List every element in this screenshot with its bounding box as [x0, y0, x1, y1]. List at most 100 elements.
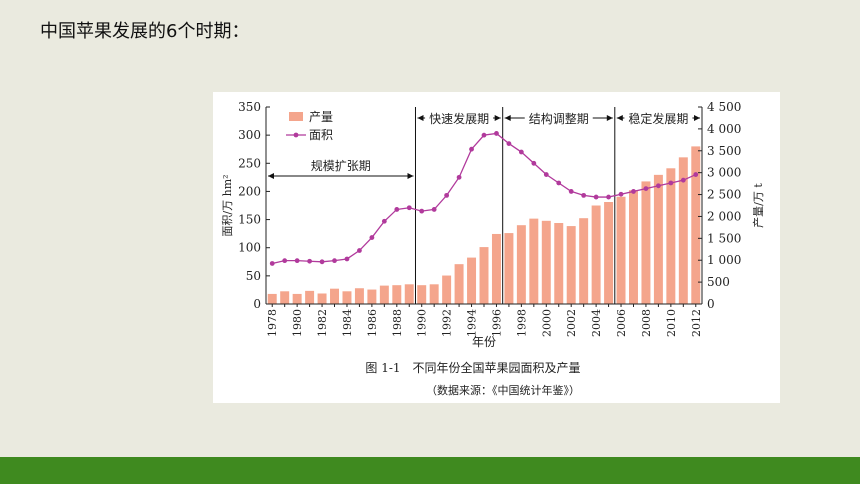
- right-tick-label-0: 0: [707, 297, 715, 311]
- bar-1982: [317, 293, 327, 304]
- bar-2002: [566, 226, 576, 304]
- x-tick-label-2006: 2006: [615, 309, 628, 337]
- chart-figure: 0 50 100 150 200 250 300 350 0 500 1 000 1 500 2 000…: [213, 92, 780, 403]
- area-point-2005: [606, 194, 611, 200]
- area-point-1980: [294, 258, 300, 264]
- bar-1988: [392, 285, 402, 304]
- bar-1987: [379, 285, 389, 304]
- area-point-2012: [693, 172, 699, 177]
- x-axis-title: 年份: [472, 335, 496, 349]
- left-tick-label-350: 350: [238, 100, 261, 114]
- x-tick-label-1984: 1984: [341, 309, 354, 337]
- right-tick-label-6: 3 000: [707, 166, 741, 180]
- period-arrowhead-left-0: [268, 173, 274, 179]
- bar-1981: [305, 290, 315, 304]
- bar-1996: [491, 233, 501, 304]
- area-point-1991: [431, 207, 437, 212]
- period-arrowhead-left-3: [616, 115, 623, 121]
- x-tick-label-1978: 1978: [266, 309, 279, 337]
- area-point-2006: [618, 191, 624, 197]
- legend-bar-label: 产量: [309, 110, 333, 124]
- bar-1998: [516, 225, 526, 304]
- bar-2004: [591, 205, 601, 304]
- right-tick-label-3: 1 500: [707, 231, 741, 245]
- left-tick-label-200: 200: [238, 184, 261, 198]
- slide-title: 中国苹果发展的6个时期：: [40, 21, 250, 42]
- bar-2009: [653, 174, 663, 304]
- period-arrowhead-left-2: [504, 115, 511, 121]
- area-point-1989: [406, 205, 412, 211]
- period-arrowhead-right-0: [407, 173, 414, 179]
- area-point-1995: [481, 132, 487, 138]
- area-point-1990: [419, 208, 425, 214]
- right-tick-label-7: 3 500: [707, 144, 741, 158]
- bar-1993: [454, 264, 464, 304]
- bar-2010: [666, 168, 676, 304]
- area-point-1983: [332, 258, 337, 264]
- bar-1989: [404, 284, 414, 304]
- right-tick-label-5: 2 500: [707, 188, 741, 202]
- bar-1994: [467, 257, 477, 304]
- period-arrowhead-left-1: [417, 115, 424, 121]
- area-point-2008: [643, 186, 649, 192]
- area-point-1985: [357, 248, 362, 253]
- period-arrowhead-right-1: [494, 115, 501, 121]
- period-label-bg-2: [524, 110, 593, 126]
- bar-1992: [442, 275, 452, 304]
- x-tick-label-1986: 1986: [366, 309, 379, 337]
- left-tick-label-150: 150: [238, 213, 261, 227]
- area-point-1994: [469, 146, 474, 152]
- area-point-1986: [369, 235, 375, 240]
- x-tick-label-2012: 2012: [690, 309, 703, 337]
- left-tick-label-100: 100: [238, 241, 261, 255]
- area-point-1992: [444, 192, 450, 198]
- x-tick-label-1998: 1998: [515, 309, 528, 337]
- bar-1991: [429, 284, 439, 304]
- area-point-2010: [668, 180, 674, 186]
- bar-1995: [479, 247, 489, 304]
- bar-2005: [604, 202, 614, 304]
- bar-1985: [354, 288, 364, 304]
- right-axis-title: 产量/万 t: [751, 183, 765, 228]
- area-point-1978: [269, 261, 275, 266]
- bar-2008: [641, 181, 651, 304]
- bottom-bar: [0, 457, 860, 484]
- x-tick-label-2010: 2010: [665, 309, 678, 337]
- figure-source: （数据来源：《中国统计年鉴》）: [426, 383, 580, 397]
- right-tick-label-8: 4 000: [707, 122, 741, 136]
- left-tick-label-250: 250: [238, 156, 261, 170]
- right-tick-label-4: 2 000: [707, 209, 741, 223]
- figure-caption: 图 1-1 不同年份全国苹果园面积及产量: [365, 360, 580, 375]
- area-point-1997: [506, 141, 512, 146]
- bar-2007: [629, 190, 638, 304]
- legend-line-marker: [293, 132, 299, 138]
- area-point-1993: [456, 174, 462, 180]
- x-tick-label-2002: 2002: [565, 309, 578, 337]
- bar-2001: [554, 223, 564, 304]
- left-tick-label-0: 0: [253, 297, 261, 311]
- bar-1999: [529, 218, 539, 304]
- period-label-0: 规模扩张期: [311, 158, 371, 173]
- bar-1983: [330, 288, 339, 304]
- chart-svg: 0 50 100 150 200 250 300 350 0 500 1 000 1 500 2 000…: [221, 100, 765, 397]
- area-point-1988: [394, 207, 400, 212]
- area-point-2007: [631, 189, 636, 194]
- legend-line-label: 面积: [309, 128, 333, 142]
- period-label-3: 稳定发展期: [628, 111, 688, 126]
- bar-1990: [417, 285, 427, 304]
- bar-1979: [280, 291, 290, 304]
- period-arrowhead-right-2: [606, 115, 613, 121]
- left-axis-title: 面积/万 hm²: [221, 174, 234, 236]
- area-point-1999: [531, 160, 537, 166]
- bar-1978: [267, 293, 277, 304]
- x-tick-label-2000: 2000: [540, 309, 553, 337]
- area-point-2004: [593, 194, 599, 200]
- area-point-1979: [282, 258, 288, 264]
- area-point-1984: [344, 256, 350, 262]
- right-tick-label-2: 1 000: [707, 253, 741, 267]
- period-arrowhead-right-3: [694, 115, 700, 121]
- x-tick-label-1980: 1980: [291, 309, 304, 337]
- bar-2003: [579, 218, 589, 304]
- left-tick-label-300: 300: [238, 128, 261, 142]
- legend-bar-swatch: [289, 112, 303, 121]
